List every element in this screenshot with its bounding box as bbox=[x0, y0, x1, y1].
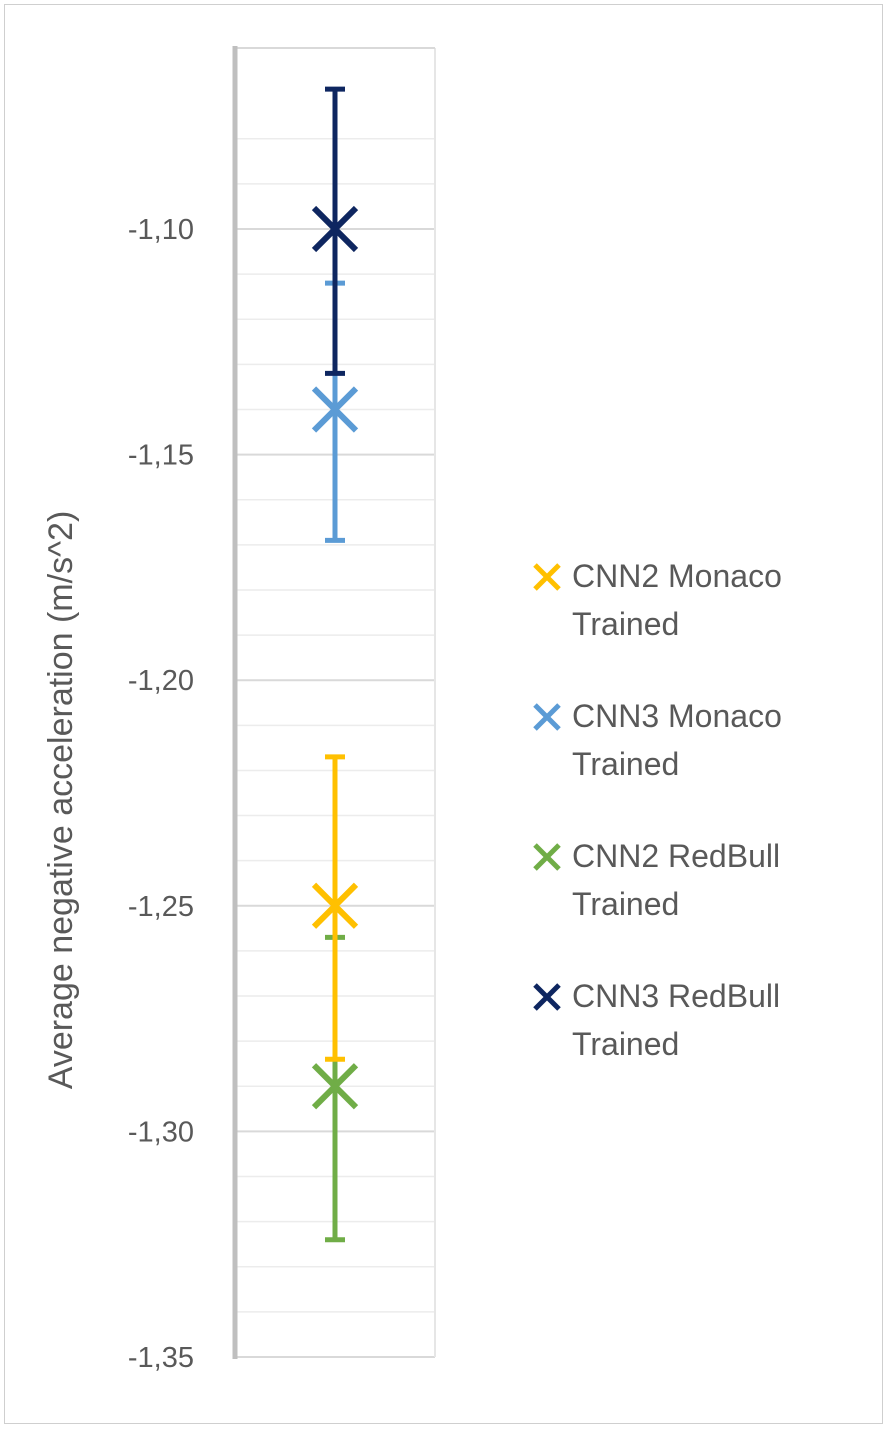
legend-item: CNN2 Monaco Trained bbox=[530, 548, 860, 688]
x-marker bbox=[311, 205, 359, 253]
legend-x-marker-icon bbox=[533, 563, 561, 591]
legend-x-marker-icon bbox=[533, 843, 561, 871]
y-tick-label: -1,25 bbox=[128, 891, 194, 923]
legend-label: CNN2 RedBull Trained bbox=[572, 838, 781, 922]
y-tick-label: -1,35 bbox=[128, 1342, 194, 1374]
legend-x-marker-icon bbox=[533, 703, 561, 731]
y-tick-labels: -1,10 -1,15 -1,20 -1,25 -1,30 -1,35 bbox=[128, 214, 194, 1374]
legend-marker-stroke bbox=[533, 703, 561, 731]
legend-x-marker-icon bbox=[533, 983, 561, 1011]
chart-frame bbox=[4, 4, 883, 1424]
legend-item: CNN3 Monaco Trained bbox=[530, 688, 860, 828]
x-marker bbox=[311, 1063, 359, 1110]
legend-label: CNN2 Monaco Trained bbox=[572, 558, 782, 642]
y-tick-label: -1,10 bbox=[128, 214, 194, 246]
legend-label: CNN3 RedBull Trained bbox=[572, 978, 781, 1062]
legend-label: CNN3 Monaco Trained bbox=[572, 698, 782, 782]
legend-marker-stroke bbox=[533, 983, 561, 1011]
series-point bbox=[311, 754, 359, 1062]
legend-marker-stroke bbox=[533, 563, 561, 591]
series-point bbox=[311, 86, 359, 376]
x-marker bbox=[311, 882, 359, 929]
y-tick-label: -1,30 bbox=[128, 1116, 194, 1148]
y-tick-label: -1,15 bbox=[128, 440, 194, 472]
legend-item: CNN2 RedBull Trained bbox=[530, 828, 860, 968]
legend-item: CNN3 RedBull Trained bbox=[530, 968, 860, 1108]
y-tick-label: -1,20 bbox=[128, 665, 194, 697]
data-points bbox=[311, 86, 359, 1243]
legend: CNN2 Monaco Trained CNN3 Monaco Trained CN… bbox=[530, 548, 860, 1108]
y-axis-label: Average negative acceleration (m/s^2) bbox=[42, 511, 80, 1090]
legend-marker-stroke bbox=[533, 843, 561, 871]
x-marker bbox=[311, 386, 359, 433]
